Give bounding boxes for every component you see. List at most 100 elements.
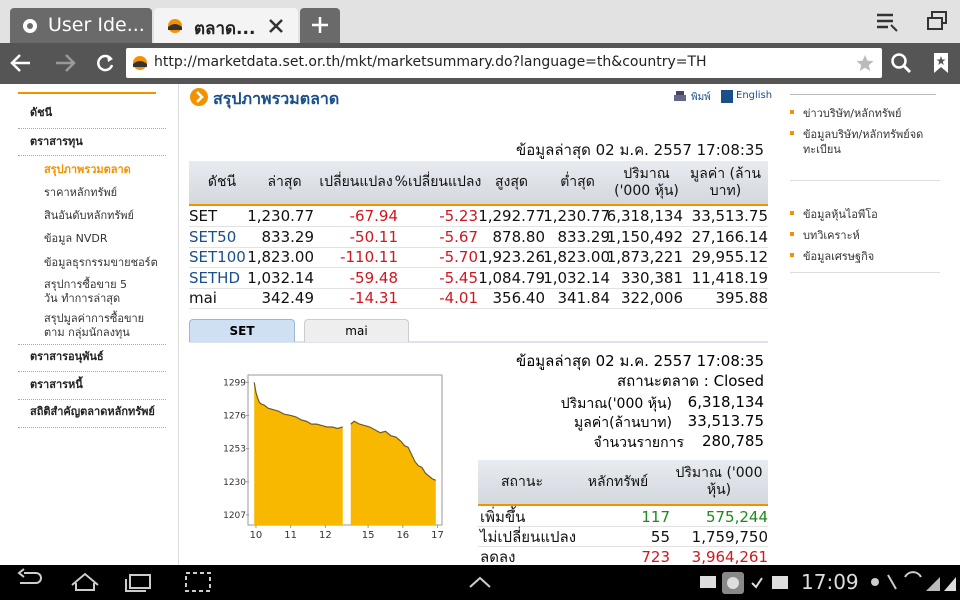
right-separator (790, 180, 940, 181)
tab-active[interactable]: ตลาด... (154, 8, 298, 43)
table-cell: 33,513.75 (691, 207, 768, 225)
index-table: ดัชนี ล่าสุด เปลี่ยนแปลง %เปลี่ยนแปลง สูงสุด… (189, 161, 769, 309)
table-cell: 330,381 (620, 268, 683, 287)
y-tick-label: 1230 (223, 478, 246, 488)
table-cell: -50.11 (349, 227, 398, 246)
index-name[interactable]: SETHD (189, 268, 240, 287)
chart-tab[interactable]: mai (304, 319, 409, 342)
right-link[interactable]: ข้อมูลเศรษฐกิจ (803, 250, 875, 263)
reload-button[interactable] (95, 53, 115, 73)
table-header-bg (189, 161, 768, 204)
english-link[interactable]: English (736, 90, 773, 101)
nav-subitem[interactable]: ข้อมูล NVDR (44, 232, 108, 245)
url-text: http://marketdata.set.or.th/mkt/marketsu… (154, 54, 707, 70)
x-tick-label: 10 (250, 530, 263, 540)
table-cell: 356.40 (492, 289, 546, 307)
system-bar (0, 565, 960, 600)
plot-frame (247, 374, 443, 526)
volume-label: ปริมาณ('000 หุ้น) (560, 396, 672, 412)
table-cell: 1,032.14 (543, 268, 610, 287)
nav-separator (18, 344, 166, 345)
nav-subitem[interactable]: สรุปมูลค่าการซื้อขายตาม กลุ่มนักลงทุน (44, 312, 145, 339)
nav-subitem[interactable]: สรุปการซื้อขาย 5 วัน ทำการล่าสุด (44, 278, 128, 305)
tab-title: ตลาด... (194, 19, 256, 39)
system-icons (17, 568, 956, 594)
nav-subitem-active[interactable]: สรุปภาพรวมตลาด (44, 163, 131, 176)
right-separator (790, 94, 936, 95)
new-tab[interactable] (300, 8, 340, 43)
nav-item[interactable]: ตราสารหนี้ (30, 378, 83, 391)
value-label: มูลค่า(ล้านบาท) (574, 415, 672, 431)
table-cell: 1,230.77 (543, 207, 610, 225)
y-tick-label: 1299 (223, 378, 246, 388)
x-tick-label: 16 (396, 530, 409, 540)
close-tab[interactable] (268, 18, 284, 34)
column-header: ปริมาณ ('000 หุ้น) (614, 165, 679, 199)
right-link[interactable]: ข้อมูลหุ้นไอพีโอ (803, 208, 878, 221)
nav-item[interactable]: ตราสารอนุพันธ์ (30, 350, 104, 363)
table-cell: 878.80 (492, 227, 546, 246)
nav-subitem[interactable]: สินอันดับหลักทรัพย์ (44, 209, 134, 222)
nav-separator (18, 399, 166, 400)
table-cell: 29,955.12 (691, 248, 768, 266)
price-area (254, 382, 436, 525)
windows-icon[interactable] (926, 10, 948, 32)
tab-icon (168, 19, 182, 33)
nav-separator (18, 155, 166, 156)
print-icon[interactable] (673, 90, 687, 103)
x-tick-label: 17 (431, 530, 444, 540)
nav-separator (18, 371, 166, 372)
right-link[interactable]: ข่าวบริษัท/หลักทรัพย์ (803, 107, 902, 120)
row-separator (189, 267, 768, 268)
url-field[interactable]: http://marketdata.set.or.th/mkt/marketsu… (126, 48, 882, 78)
tab[interactable]: User Ide... (10, 8, 152, 43)
index-name[interactable]: SET50 (189, 227, 237, 246)
market-status: สถานะตลาด : Closed (616, 372, 764, 390)
bookmarks-icon[interactable] (932, 52, 950, 74)
table-cell: 1,032.14 (247, 268, 314, 287)
menu-icon[interactable] (876, 12, 898, 32)
column-header: ปริมาณ ('000 หุ้น) (675, 465, 763, 498)
nav-item[interactable]: ตราสารทุน (30, 135, 83, 148)
status-label: เพิ่มขึ้น (480, 508, 526, 526)
table-cell: -5.23 (439, 207, 478, 225)
nav-separator (18, 427, 166, 428)
row-separator (189, 226, 768, 227)
print-link[interactable]: พิมพ์ (691, 92, 711, 103)
index-name: SET (189, 207, 218, 225)
index-name[interactable]: SET100 (189, 248, 246, 266)
nav-subitem[interactable]: ข้อมูลธุรกรรมขายชอร์ต (44, 256, 158, 269)
plus-icon (312, 17, 328, 33)
nav-item[interactable]: ดัชนี (30, 106, 53, 119)
right-link[interactable]: บทวิเคราะห์ (803, 229, 860, 242)
nav-item[interactable]: สถิติสำคัญตลาดหลักทรัพย์ (30, 405, 155, 418)
price-line (253, 382, 437, 481)
search-icon[interactable] (890, 52, 912, 74)
right-link[interactable]: ข้อมูลบริษัท/หลักทรัพย์จด ทะเบียน (803, 128, 924, 156)
table-cell: 395.88 (715, 289, 769, 307)
table-cell: 1,084.79 (478, 268, 545, 287)
chart-tab-active[interactable]: SET (189, 319, 295, 342)
table-cell: 833.29 (557, 227, 611, 246)
table-cell: -5.70 (439, 248, 478, 266)
page-title: สรุปภาพรวมตลาด (213, 89, 340, 108)
english-icon (721, 90, 733, 103)
table-cell: -110.11 (340, 248, 398, 266)
table-cell: -14.31 (349, 289, 398, 307)
column-header: มูลค่า (ล้านบาท) (690, 165, 761, 199)
table-cell: -59.48 (349, 268, 398, 287)
column-divider (178, 84, 179, 565)
y-tick-label: 1207 (223, 511, 246, 521)
nav-subitem[interactable]: ราคาหลักทรัพย์ (44, 186, 118, 199)
forward-button[interactable] (54, 53, 76, 73)
trades-value: 280,785 (701, 432, 764, 450)
star-icon[interactable] (856, 54, 874, 72)
column-header: สถานะ (501, 473, 543, 490)
row-separator (478, 526, 768, 527)
title-icon (190, 88, 208, 106)
nav-accent (18, 92, 156, 94)
column-header: %เปลี่ยนแปลง (394, 174, 482, 190)
y-tick-label: 1276 (223, 411, 246, 421)
back-button[interactable] (10, 53, 32, 73)
